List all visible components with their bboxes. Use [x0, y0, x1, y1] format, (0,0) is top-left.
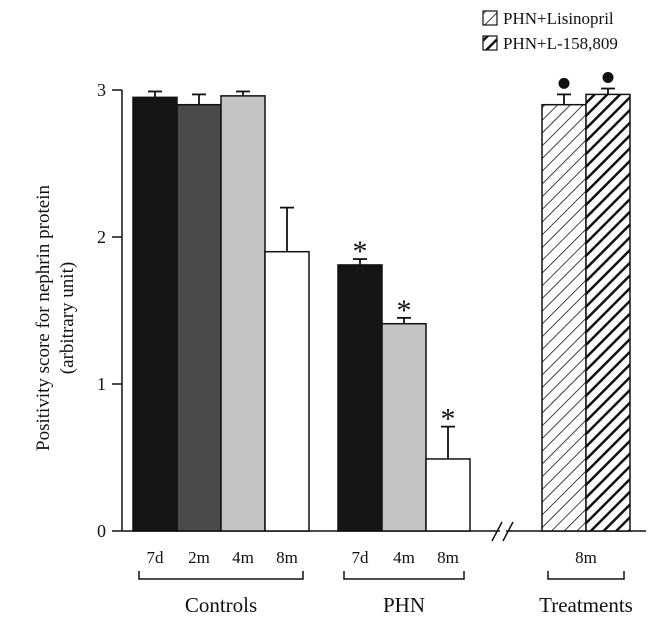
- significance-marker: *: [397, 294, 412, 327]
- group-label-controls: Controls: [185, 593, 257, 617]
- bars: * * *: [132, 72, 631, 532]
- bar-treatments-1: [585, 93, 631, 532]
- y-axis: 0 1 2 3: [97, 80, 123, 541]
- x-tick-label: 8m: [575, 548, 597, 567]
- bar-phn-7d: [337, 264, 383, 532]
- x-tick-label: 7d: [147, 548, 165, 567]
- y-ticks: 0 1 2 3: [97, 80, 122, 541]
- significance-dot-marker: [602, 72, 614, 84]
- significance-marker: *: [353, 235, 368, 268]
- y-tick-label: 2: [97, 227, 106, 247]
- y-tick-label: 3: [97, 80, 106, 100]
- x-tick-label: 2m: [188, 548, 210, 567]
- bar-phn-4m: [381, 322, 427, 532]
- y-tick-label: 1: [97, 374, 106, 394]
- legend-label-lisinopril: PHN+Lisinopril: [503, 9, 614, 28]
- x-tick-label: 4m: [232, 548, 254, 567]
- y-axis-title-line-2: (arbitrary unit): [57, 262, 78, 374]
- axis-break-mark-1: [491, 521, 503, 542]
- x-tick-label: 4m: [393, 548, 415, 567]
- group-label-phn: PHN: [383, 593, 425, 617]
- legend: PHN+Lisinopril PHN+L-158,809: [482, 9, 618, 53]
- legend-swatch-lisinopril: [482, 10, 498, 26]
- x-tick-label: 7d: [352, 548, 370, 567]
- bar-treatments-0: [541, 103, 587, 532]
- x-tick-label: 8m: [437, 548, 459, 567]
- bar-controls-7d: [132, 96, 178, 532]
- group-bracket: [138, 571, 304, 580]
- bar-controls-2m: [176, 103, 222, 532]
- significance-dot-marker: [558, 77, 570, 89]
- bar-controls-8m: [264, 250, 310, 532]
- group-bracket: [343, 571, 465, 580]
- significance-marker: *: [441, 403, 456, 436]
- y-axis-title: Positivity score for nephrin protein (ar…: [33, 185, 78, 451]
- group-bracket: [547, 571, 625, 580]
- legend-swatch-l158809: [482, 35, 498, 51]
- group-label-treatments: Treatments: [539, 593, 633, 617]
- x-tick-label: 8m: [276, 548, 298, 567]
- legend-label-l158809: PHN+L-158,809: [503, 34, 618, 53]
- bar-controls-4m: [220, 95, 266, 532]
- y-axis-title-line-1: Positivity score for nephrin protein: [33, 185, 54, 451]
- x-labels: 7d 2m 4m 8m Controls 7d 4m 8m PHN 8m Treatments: [138, 548, 633, 617]
- bar-phn-8m: [425, 458, 471, 532]
- y-tick-label: 0: [97, 521, 106, 541]
